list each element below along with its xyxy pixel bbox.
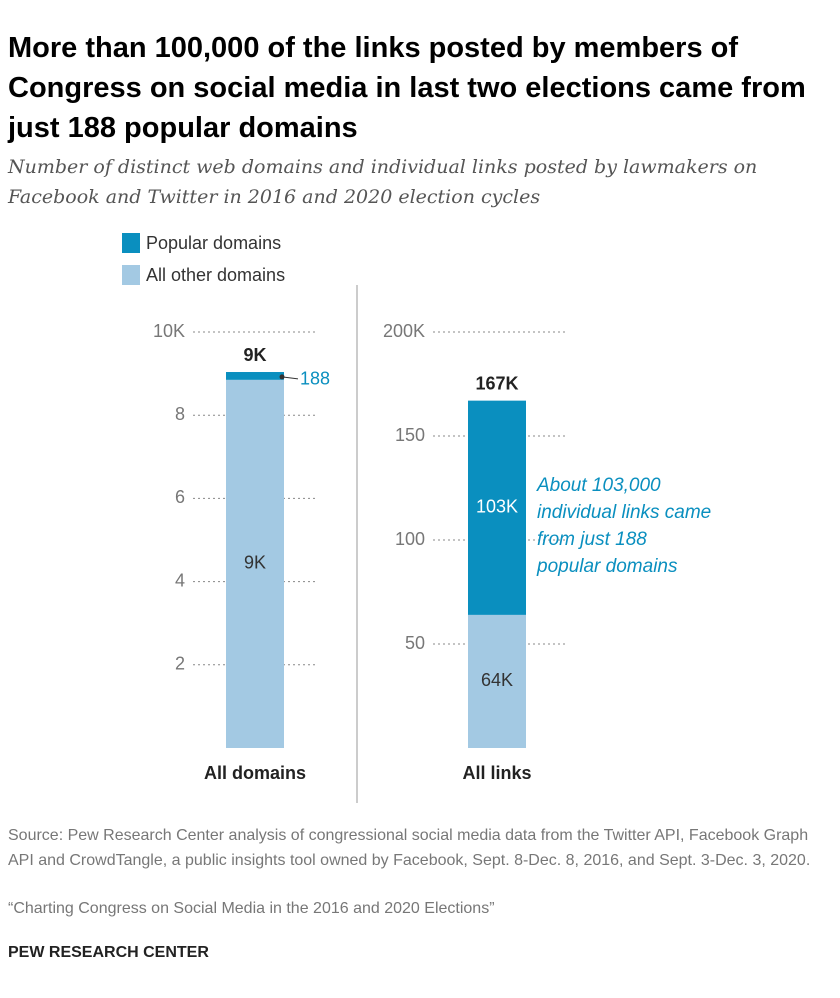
subtitle: Number of distinct web domains and indiv… (8, 156, 758, 208)
annotation: About 103,000 individual links came from… (537, 475, 712, 577)
title: More than 100,000 of the links posted by… (8, 32, 806, 144)
y-tick-label: 8 (175, 404, 185, 424)
y-tick-label: 2 (175, 654, 185, 674)
y-tick-label: 6 (175, 487, 185, 507)
y-tick-label: 4 (175, 570, 185, 590)
y-tick-label: 10K (153, 321, 185, 341)
total-label: 167K (475, 373, 518, 393)
value-label: 188 (300, 369, 330, 389)
x-tick-label: All domains (204, 763, 306, 783)
y-tick-label: 150 (395, 425, 425, 445)
report: “Charting Congress on Social Media in th… (8, 900, 495, 917)
leader-line (281, 376, 299, 380)
bar-segment (226, 372, 284, 380)
bar-segment (226, 379, 284, 748)
bar-segment (468, 614, 526, 748)
legend-swatch (122, 233, 140, 253)
y-tick-label: 100 (395, 529, 425, 549)
value-label: 9K (244, 553, 266, 573)
legend-label: Popular domains (146, 233, 281, 253)
y-tick-label: 50 (405, 633, 425, 653)
source: Source: Pew Research Center analysis of … (8, 827, 811, 869)
y-tick-label: 200K (383, 321, 425, 341)
value-label: 103K (476, 497, 518, 517)
x-tick-label: All links (462, 763, 531, 783)
bar-segment (468, 400, 526, 615)
legend-label: All other domains (146, 265, 285, 285)
total-label: 9K (243, 345, 266, 365)
legend-swatch (122, 265, 140, 285)
value-label: 64K (481, 670, 513, 690)
brand: PEW RESEARCH CENTER (8, 944, 209, 961)
